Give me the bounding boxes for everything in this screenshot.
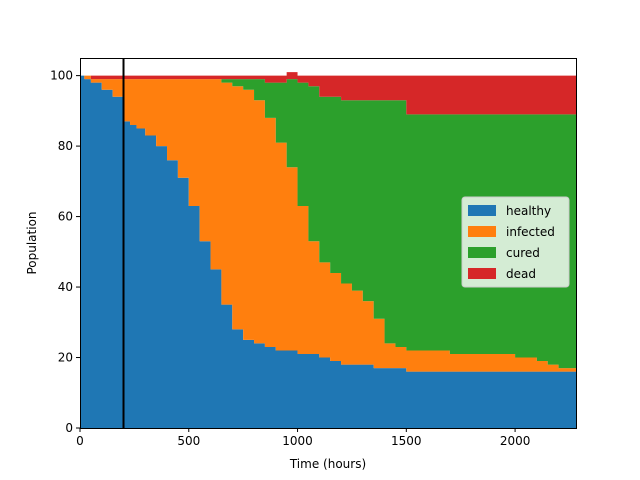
legend-label-healthy: healthy: [506, 204, 551, 218]
y-axis-ticks: 0 20 40 60 80 100: [50, 69, 80, 435]
y-tick-label: 60: [58, 210, 73, 224]
x-tick-label: 1500: [391, 434, 422, 448]
legend-swatch-dead: [468, 268, 496, 279]
area-series-group: [80, 72, 576, 429]
y-tick-label: 0: [65, 421, 73, 435]
y-tick-label: 40: [58, 280, 73, 294]
legend-label-cured: cured: [506, 246, 540, 260]
y-tick-label: 80: [58, 139, 73, 153]
y-axis-label: Population: [25, 211, 39, 274]
plot-frame: [80, 58, 577, 429]
y-tick-label: 100: [50, 69, 73, 83]
x-tick-label: 2000: [500, 434, 531, 448]
area-cured: [80, 75, 576, 369]
legend-swatch-infected: [468, 226, 496, 237]
x-axis-ticks: 0 500 1000 1500 2000: [76, 428, 530, 448]
y-tick-label: 20: [58, 351, 73, 365]
x-axis-label: Time (hours): [289, 457, 366, 471]
x-tick-label: 1000: [282, 434, 313, 448]
area-dead: [80, 72, 576, 115]
x-tick-label: 500: [177, 434, 200, 448]
legend-box: [461, 196, 570, 288]
legend-label-infected: infected: [506, 225, 555, 239]
legend-swatch-cured: [468, 247, 496, 258]
area-infected: [80, 75, 576, 372]
legend-label-dead: dead: [506, 267, 536, 281]
area-healthy: [80, 75, 576, 429]
x-tick-label: 0: [76, 434, 84, 448]
legend-swatch-healthy: [468, 205, 496, 216]
legend: healthy infected cured dead: [461, 196, 570, 288]
